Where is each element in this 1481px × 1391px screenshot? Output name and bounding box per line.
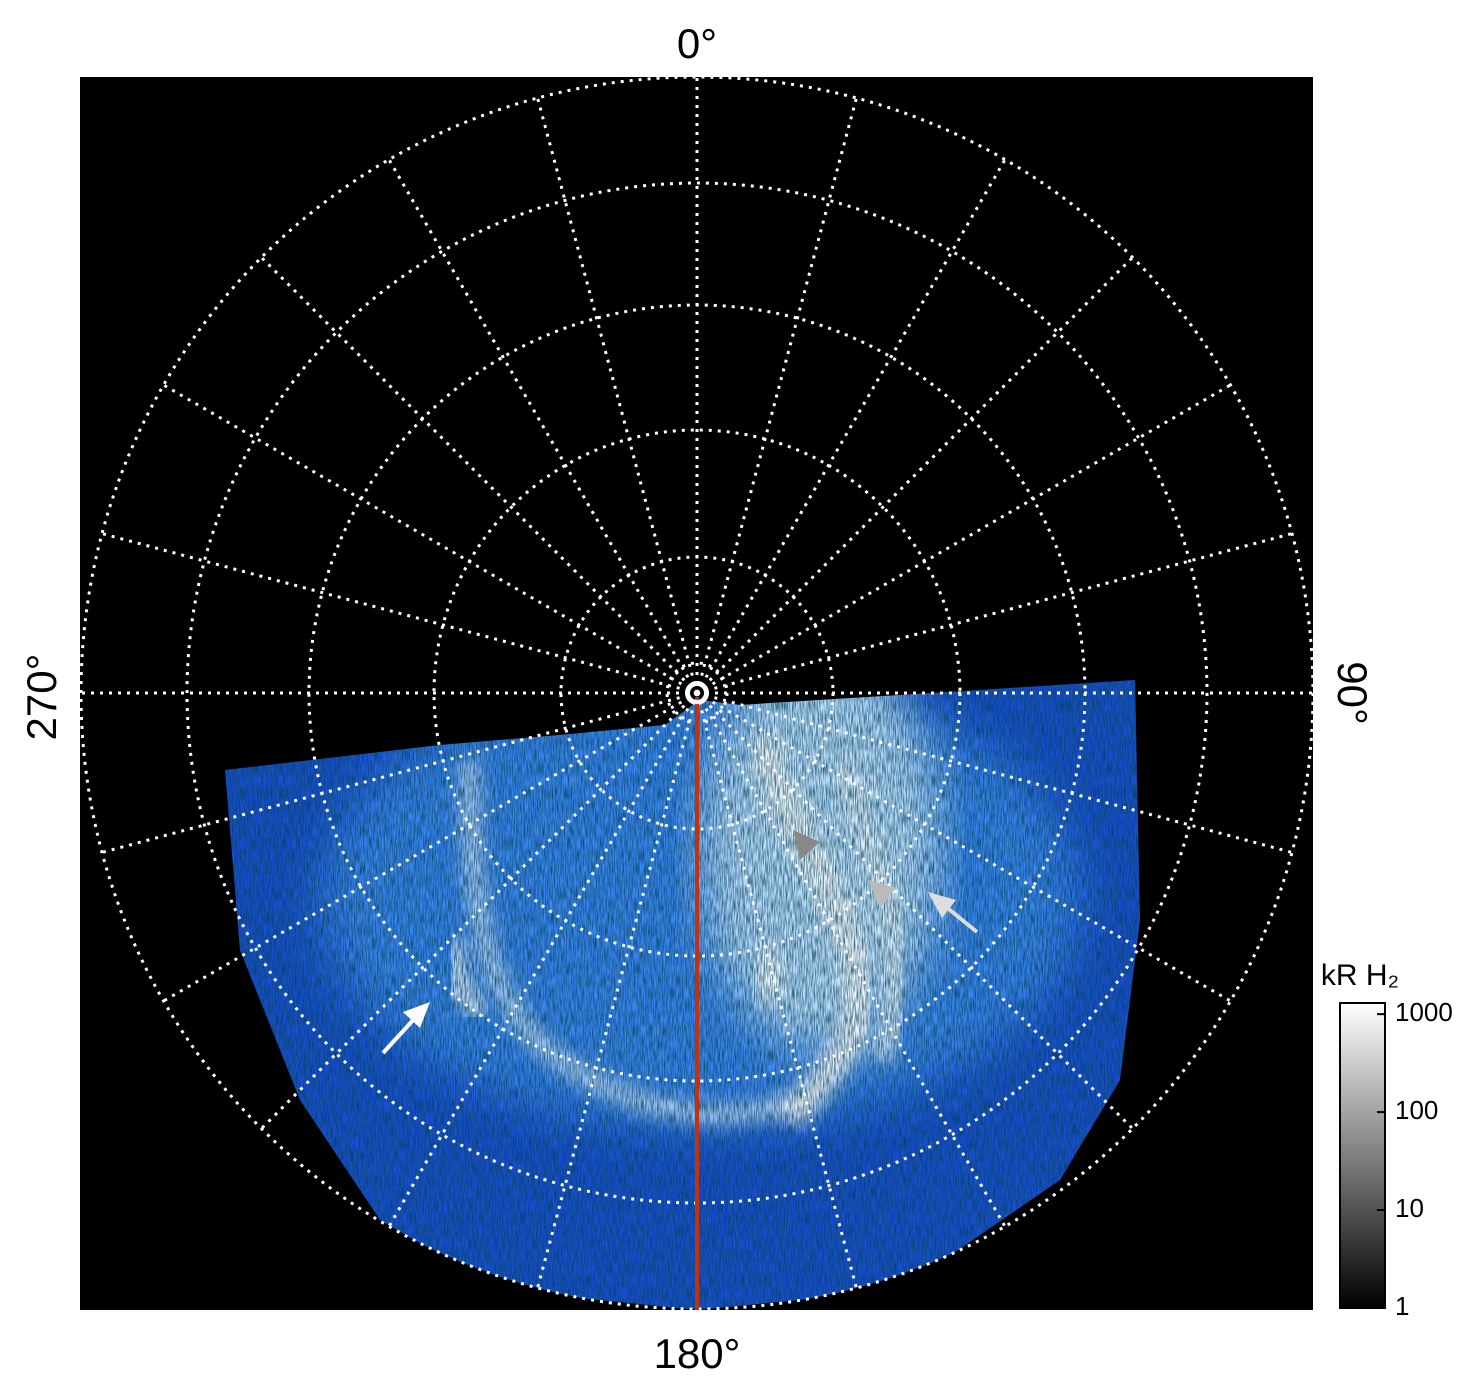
label-right: 90° (1329, 661, 1376, 725)
meridian (387, 692, 699, 1228)
arrows (381, 830, 979, 1055)
meridian (162, 383, 698, 695)
meridian (387, 158, 699, 694)
colorbar (1339, 1002, 1386, 1309)
colorbar-tick-label: 1 (1395, 1291, 1409, 1321)
label-bottom: 180° (654, 1330, 741, 1377)
meridian (101, 691, 698, 854)
meridian (695, 692, 1007, 1228)
meridian (696, 532, 1293, 695)
latitude-circle (79, 75, 1315, 1311)
meridian (695, 691, 1134, 1130)
meridian (536, 97, 699, 694)
colorbar-tick-label: 1000 (1395, 997, 1453, 1027)
meridian (162, 691, 698, 1003)
meridian (536, 692, 699, 1289)
label-left: 270° (18, 654, 65, 741)
meridian (260, 691, 699, 1130)
label-top: 0° (677, 20, 717, 67)
colorbar-label: kR H₂ (1321, 959, 1399, 992)
meridian (260, 256, 699, 695)
colorbar-tick-label: 100 (1395, 1095, 1438, 1125)
meridian (101, 532, 698, 695)
meridian (695, 97, 858, 694)
meridian (695, 158, 1007, 694)
meridian (695, 692, 858, 1289)
colorbar-tick-label: 10 (1395, 1193, 1424, 1223)
meridian (695, 256, 1134, 695)
meridian (696, 691, 1232, 1003)
pole-marker (686, 682, 708, 704)
meridian (696, 383, 1232, 695)
aurora-image (225, 680, 1140, 1309)
meridian (696, 691, 1293, 854)
